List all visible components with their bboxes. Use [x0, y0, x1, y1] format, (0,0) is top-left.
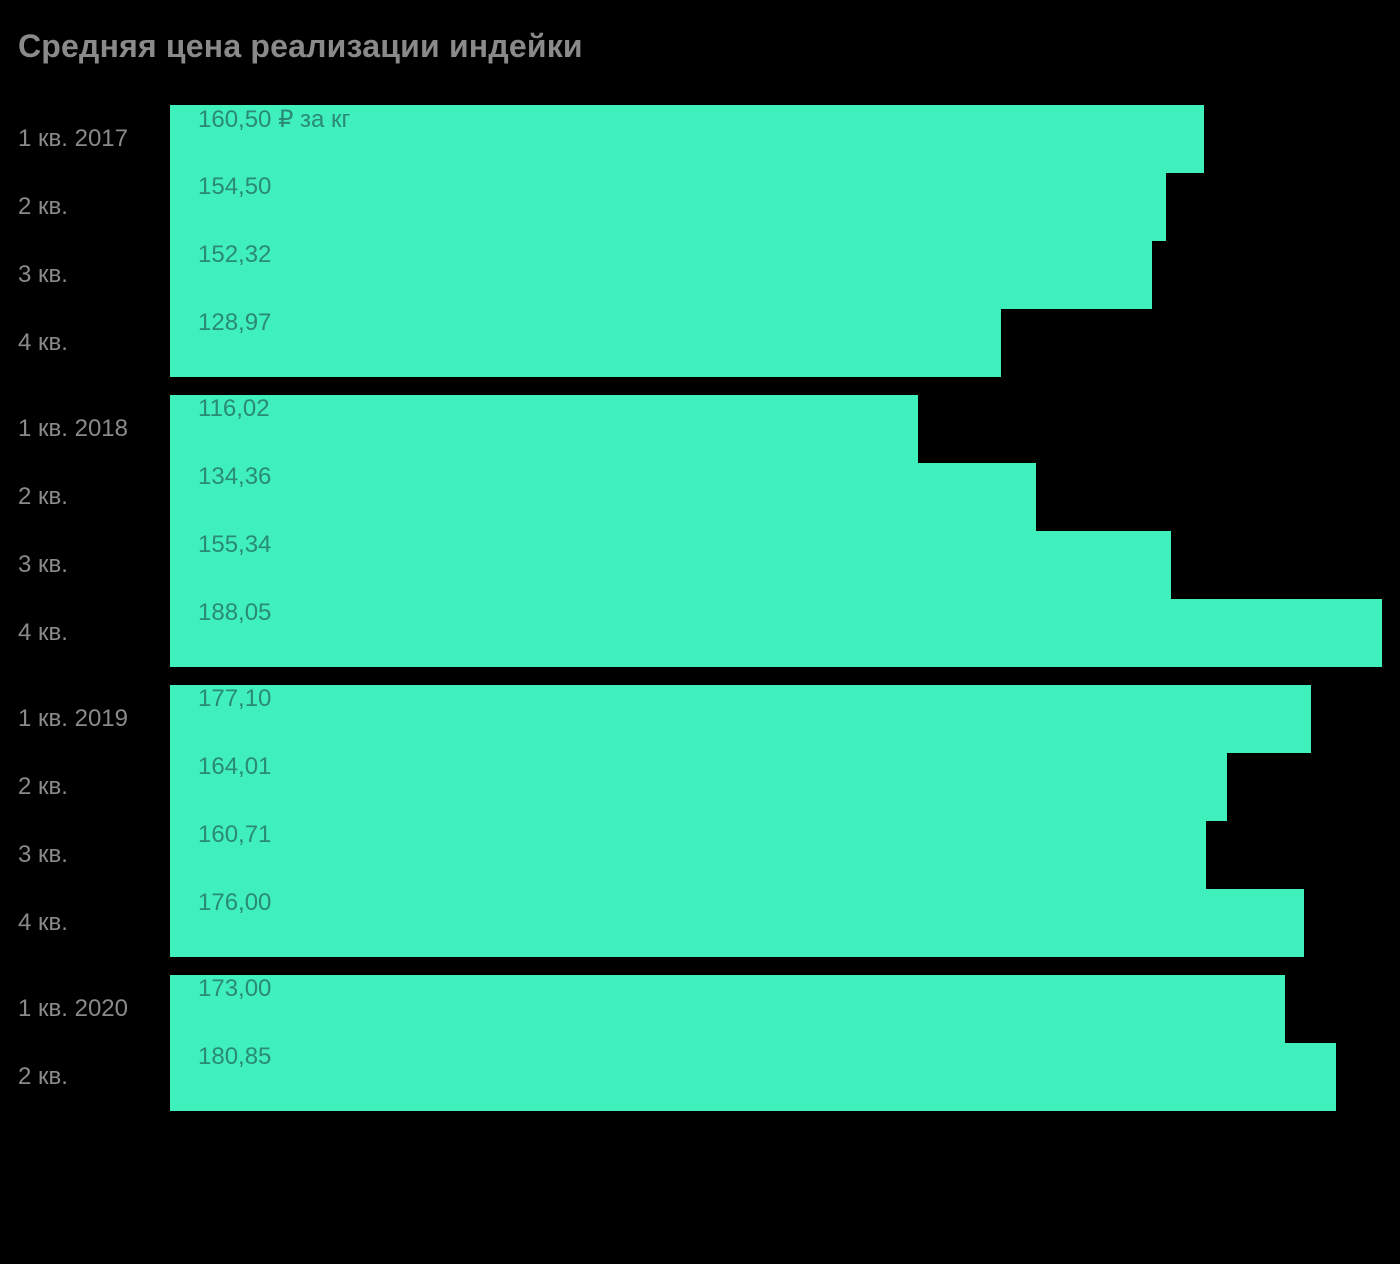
bar-row: 3 кв. 160,71	[18, 821, 1382, 889]
y-axis-label: 1 кв. 2017	[18, 125, 170, 153]
bar-area: 152,32	[170, 241, 1382, 309]
y-axis-label: 1 кв. 2020	[18, 995, 170, 1023]
bar	[170, 463, 1036, 531]
bar	[170, 531, 1171, 599]
chart-body: 1 кв. 2017 160,50 ₽ за кг 2 кв. 154,50 3 кв.…	[18, 105, 1382, 1111]
bar	[170, 889, 1304, 957]
bar-row: 1 кв. 2019 177,10	[18, 685, 1382, 753]
bar-group: 1 кв. 2019 177,10 2 кв. 164,01 3 кв. 160,71 4 …	[18, 685, 1382, 957]
bar	[170, 753, 1227, 821]
bar-row: 3 кв. 152,32	[18, 241, 1382, 309]
bar	[170, 241, 1152, 309]
bar-area: 160,71	[170, 821, 1382, 889]
bar-row: 2 кв. 134,36	[18, 463, 1382, 531]
y-axis-label: 2 кв.	[18, 1063, 170, 1091]
bar-area: 173,00	[170, 975, 1382, 1043]
bar-row: 1 кв. 2020 173,00	[18, 975, 1382, 1043]
y-axis-label: 1 кв. 2019	[18, 705, 170, 733]
bar-row: 4 кв. 128,97	[18, 309, 1382, 377]
bar-value-label: 176,00	[198, 889, 271, 917]
y-axis-label: 2 кв.	[18, 483, 170, 511]
bar-value-label: 134,36	[198, 463, 271, 491]
y-axis-label: 2 кв.	[18, 773, 170, 801]
bar-value-label: 173,00	[198, 975, 271, 1003]
chart-title: Средняя цена реализации индейки	[18, 28, 1382, 65]
bar-area: 116,02	[170, 395, 1382, 463]
bar-value-label: 160,71	[198, 821, 271, 849]
bar	[170, 685, 1311, 753]
y-axis-label: 4 кв.	[18, 619, 170, 647]
bar-value-label: 152,32	[198, 241, 271, 269]
bar	[170, 395, 918, 463]
bar-value-label: 160,50 ₽ за кг	[198, 105, 350, 134]
bar-row: 2 кв. 180,85	[18, 1043, 1382, 1111]
bar-area: 177,10	[170, 685, 1382, 753]
bar-group: 1 кв. 2018 116,02 2 кв. 134,36 3 кв. 155,34 4 …	[18, 395, 1382, 667]
bar-value-label: 155,34	[198, 531, 271, 559]
y-axis-label: 3 кв.	[18, 551, 170, 579]
bar-value-label: 180,85	[198, 1043, 271, 1071]
y-axis-label: 2 кв.	[18, 193, 170, 221]
bar-row: 4 кв. 188,05	[18, 599, 1382, 667]
bar-value-label: 128,97	[198, 309, 271, 337]
bar	[170, 975, 1285, 1043]
y-axis-label: 1 кв. 2018	[18, 415, 170, 443]
bar-value-label: 177,10	[198, 685, 271, 713]
y-axis-label: 4 кв.	[18, 909, 170, 937]
bar-value-label: 154,50	[198, 173, 271, 201]
bar-area: 128,97	[170, 309, 1382, 377]
bar-area: 188,05	[170, 599, 1382, 667]
y-axis-label: 3 кв.	[18, 261, 170, 289]
bar-row: 4 кв. 176,00	[18, 889, 1382, 957]
bar-row: 1 кв. 2017 160,50 ₽ за кг	[18, 105, 1382, 173]
bar-value-label: 164,01	[198, 753, 271, 781]
bar-area: 164,01	[170, 753, 1382, 821]
bar-area: 155,34	[170, 531, 1382, 599]
chart-container: Средняя цена реализации индейки 1 кв. 20…	[0, 0, 1400, 1147]
bar	[170, 1043, 1336, 1111]
bar-row: 2 кв. 154,50	[18, 173, 1382, 241]
bar-value-label: 188,05	[198, 599, 271, 627]
bar-area: 134,36	[170, 463, 1382, 531]
y-axis-label: 4 кв.	[18, 329, 170, 357]
bar	[170, 821, 1206, 889]
bar-area: 176,00	[170, 889, 1382, 957]
bar	[170, 599, 1382, 667]
bar-group: 1 кв. 2017 160,50 ₽ за кг 2 кв. 154,50 3 кв.…	[18, 105, 1382, 377]
bar	[170, 309, 1001, 377]
bar-row: 1 кв. 2018 116,02	[18, 395, 1382, 463]
bar-row: 3 кв. 155,34	[18, 531, 1382, 599]
bar-group: 1 кв. 2020 173,00 2 кв. 180,85	[18, 975, 1382, 1111]
bar	[170, 173, 1166, 241]
y-axis-label: 3 кв.	[18, 841, 170, 869]
bar-area: 160,50 ₽ за кг	[170, 105, 1382, 173]
bar-area: 180,85	[170, 1043, 1382, 1111]
bar-row: 2 кв. 164,01	[18, 753, 1382, 821]
bar-area: 154,50	[170, 173, 1382, 241]
bar-value-label: 116,02	[198, 395, 270, 423]
